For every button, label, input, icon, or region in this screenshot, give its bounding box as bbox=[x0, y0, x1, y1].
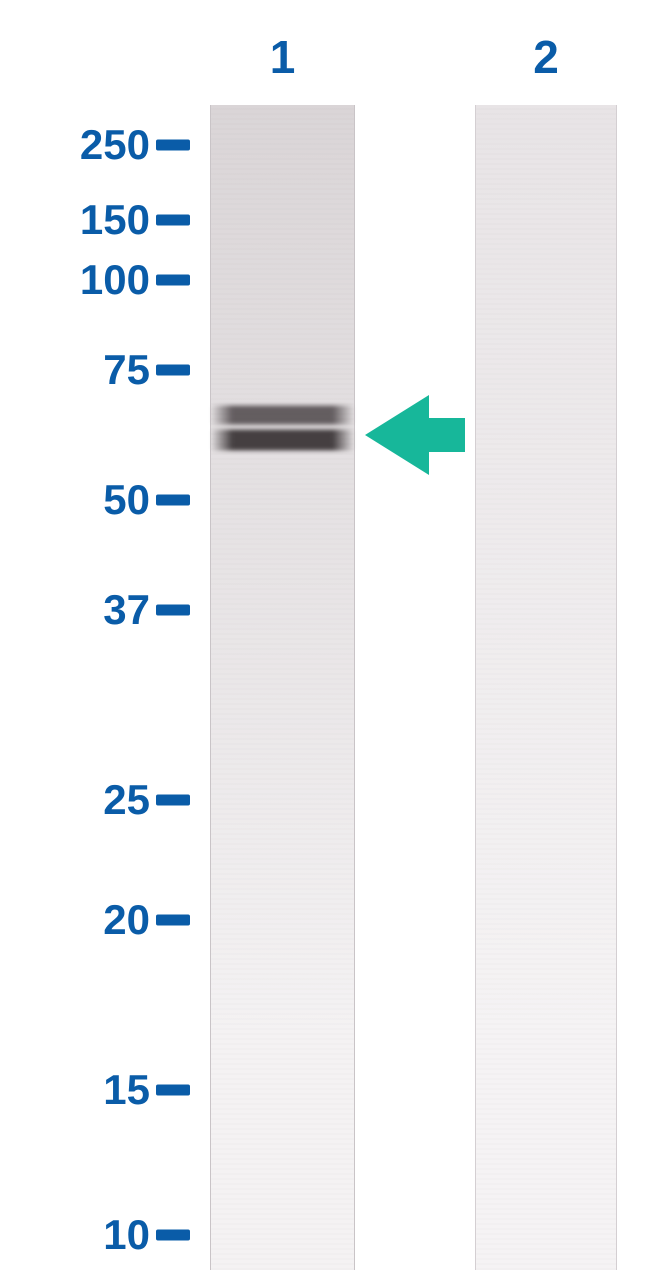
lane-1 bbox=[210, 105, 355, 1270]
marker-label-10: 10 bbox=[0, 1211, 150, 1259]
marker-label-100: 100 bbox=[0, 256, 150, 304]
marker-tick-10 bbox=[156, 1230, 190, 1241]
band-indicator-arrow bbox=[365, 395, 465, 475]
marker-tick-75 bbox=[156, 365, 190, 376]
band-lane1-1 bbox=[211, 430, 354, 451]
marker-tick-100 bbox=[156, 275, 190, 286]
blot-canvas: 1 2 250 150 100 75 50 37 25 20 15 10 bbox=[0, 0, 650, 1270]
marker-label-250: 250 bbox=[0, 121, 150, 169]
marker-label-25: 25 bbox=[0, 776, 150, 824]
marker-tick-25 bbox=[156, 795, 190, 806]
lane-header-1: 1 bbox=[210, 30, 355, 84]
marker-tick-20 bbox=[156, 915, 190, 926]
marker-label-150: 150 bbox=[0, 196, 150, 244]
marker-tick-150 bbox=[156, 215, 190, 226]
marker-label-20: 20 bbox=[0, 896, 150, 944]
marker-label-75: 75 bbox=[0, 346, 150, 394]
marker-tick-50 bbox=[156, 495, 190, 506]
marker-tick-37 bbox=[156, 605, 190, 616]
band-lane1-0 bbox=[211, 406, 354, 425]
marker-tick-15 bbox=[156, 1085, 190, 1096]
marker-label-37: 37 bbox=[0, 586, 150, 634]
lane-header-2: 2 bbox=[475, 30, 617, 84]
lane-2 bbox=[475, 105, 617, 1270]
marker-label-50: 50 bbox=[0, 476, 150, 524]
marker-label-15: 15 bbox=[0, 1066, 150, 1114]
marker-tick-250 bbox=[156, 140, 190, 151]
